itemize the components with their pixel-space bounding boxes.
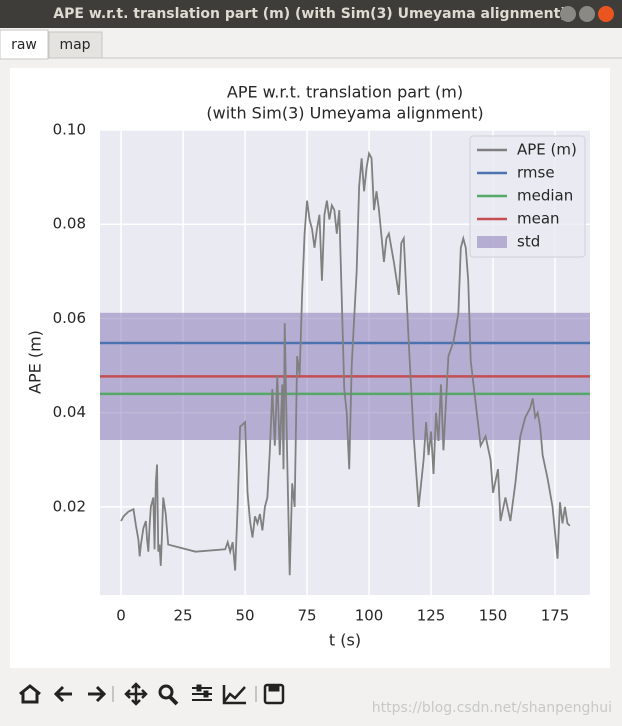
legend-swatch <box>477 236 507 248</box>
y-tick-label: 0.04 <box>53 403 86 421</box>
y-tick-label: 0.06 <box>53 309 86 327</box>
x-tick-label: 150 <box>479 607 508 625</box>
zoom-icon-handle <box>168 695 179 706</box>
zoom-icon[interactable] <box>158 684 174 700</box>
y-tick-label: 0.10 <box>53 121 86 139</box>
configure-icon[interactable] <box>192 687 212 701</box>
x-axis-label: t (s) <box>329 631 361 650</box>
chart-title: APE w.r.t. translation part (m) <box>227 83 463 102</box>
ape-line <box>120 150 571 576</box>
legend-label: APE (m) <box>517 141 577 159</box>
edit-icon[interactable] <box>222 685 246 705</box>
maximize-button[interactable] <box>579 6 595 22</box>
y-tick-label: 0.02 <box>53 497 86 515</box>
tab-map[interactable] <box>48 31 103 59</box>
legend-box <box>469 135 586 258</box>
pan-icon[interactable] <box>124 682 148 706</box>
close-button[interactable] <box>598 6 614 22</box>
configure-knob <box>203 690 209 698</box>
legend-label: mean <box>517 210 560 228</box>
configure-knob <box>196 684 202 692</box>
x-tick-label: 125 <box>417 607 446 625</box>
minimize-button[interactable] <box>560 6 576 22</box>
window-title: APE w.r.t. translation part (m) (with Si… <box>53 6 566 22</box>
legend-label: median <box>517 187 573 205</box>
chart-title: (with Sim(3) Umeyama alignment) <box>206 104 483 123</box>
tab-label: raw <box>11 37 37 53</box>
back-icon[interactable] <box>53 685 72 703</box>
y-tick-label: 0.08 <box>53 215 86 233</box>
x-tick-label: 0 <box>116 607 126 625</box>
x-tick-label: 25 <box>174 607 193 625</box>
legend-label: std <box>517 233 540 251</box>
x-tick-label: 175 <box>541 607 570 625</box>
y-axis-label: APE (m) <box>26 330 45 394</box>
forward-icon[interactable] <box>88 685 107 703</box>
save-icon-part <box>268 684 280 692</box>
tab-label: map <box>59 37 90 53</box>
x-tick-label: 100 <box>355 607 384 625</box>
watermark: https://blog.csdn.net/shanpenghui <box>372 700 612 716</box>
legend-label: rmse <box>517 164 555 182</box>
toolbar <box>19 682 285 706</box>
x-tick-label: 75 <box>298 607 317 625</box>
x-tick-label: 50 <box>236 607 255 625</box>
home-icon[interactable] <box>19 684 41 704</box>
tab-raw[interactable] <box>0 29 49 60</box>
title-bar <box>0 0 622 28</box>
